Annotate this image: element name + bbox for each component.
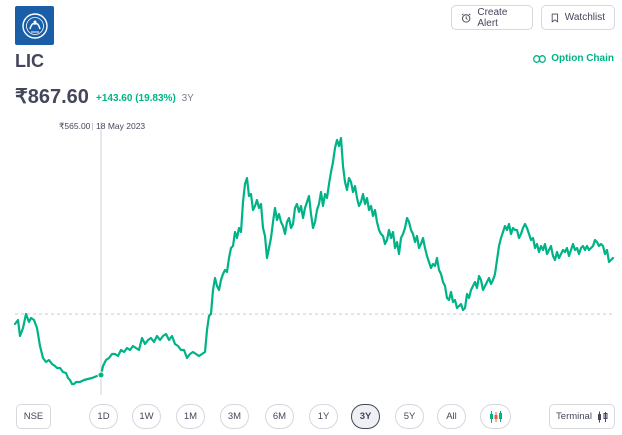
link-icon: [533, 54, 547, 63]
stock-name: LIC: [15, 51, 44, 71]
price-line: [13, 136, 615, 386]
option-chain-link[interactable]: Option Chain: [533, 53, 614, 64]
price-change-period: 3Y: [181, 93, 194, 104]
alarm-clock-icon: [461, 13, 471, 23]
range-3m[interactable]: 3M: [220, 404, 249, 429]
range-1y[interactable]: 1Y: [309, 404, 338, 429]
lic-logo-icon: [21, 12, 48, 39]
price-change: +143.60 (19.83%) 3Y: [96, 93, 194, 104]
option-chain-label: Option Chain: [551, 53, 614, 64]
range-1w[interactable]: 1W: [132, 404, 161, 429]
current-price: ₹867.60: [15, 86, 89, 108]
terminal-candles-icon: [597, 411, 608, 422]
range-3y[interactable]: 3Y: [351, 404, 380, 429]
range-5y[interactable]: 5Y: [395, 404, 424, 429]
chart-type-button[interactable]: [480, 404, 511, 429]
chart-controls: NSE 1D 1W 1M 3M 6M 1Y 3Y 5Y All Terminal: [0, 404, 622, 429]
tooltip-separator: |: [92, 121, 94, 131]
range-6m[interactable]: 6M: [265, 404, 294, 429]
terminal-label: Terminal: [556, 411, 592, 422]
candlestick-icon: [489, 410, 502, 423]
bookmark-icon: [551, 13, 559, 22]
create-alert-label: Create Alert: [477, 6, 508, 29]
tooltip-price: ₹565.00: [59, 121, 91, 131]
range-all[interactable]: All: [437, 404, 466, 429]
tooltip-date: 18 May 2023: [96, 121, 145, 131]
create-alert-button[interactable]: Create Alert: [451, 5, 533, 30]
range-1d[interactable]: 1D: [89, 404, 118, 429]
exchange-label: NSE: [23, 411, 44, 422]
exchange-selector[interactable]: NSE: [16, 404, 51, 429]
hover-point-marker: [97, 371, 105, 379]
lic-logo: [15, 6, 54, 45]
price-chart[interactable]: ₹565.00 | 18 May 2023: [0, 110, 622, 395]
watchlist-button[interactable]: Watchlist: [541, 5, 615, 30]
terminal-button[interactable]: Terminal: [549, 404, 615, 429]
range-1m[interactable]: 1M: [176, 404, 205, 429]
price-change-value: +143.60 (19.83%): [96, 93, 176, 104]
watchlist-label: Watchlist: [564, 12, 605, 23]
